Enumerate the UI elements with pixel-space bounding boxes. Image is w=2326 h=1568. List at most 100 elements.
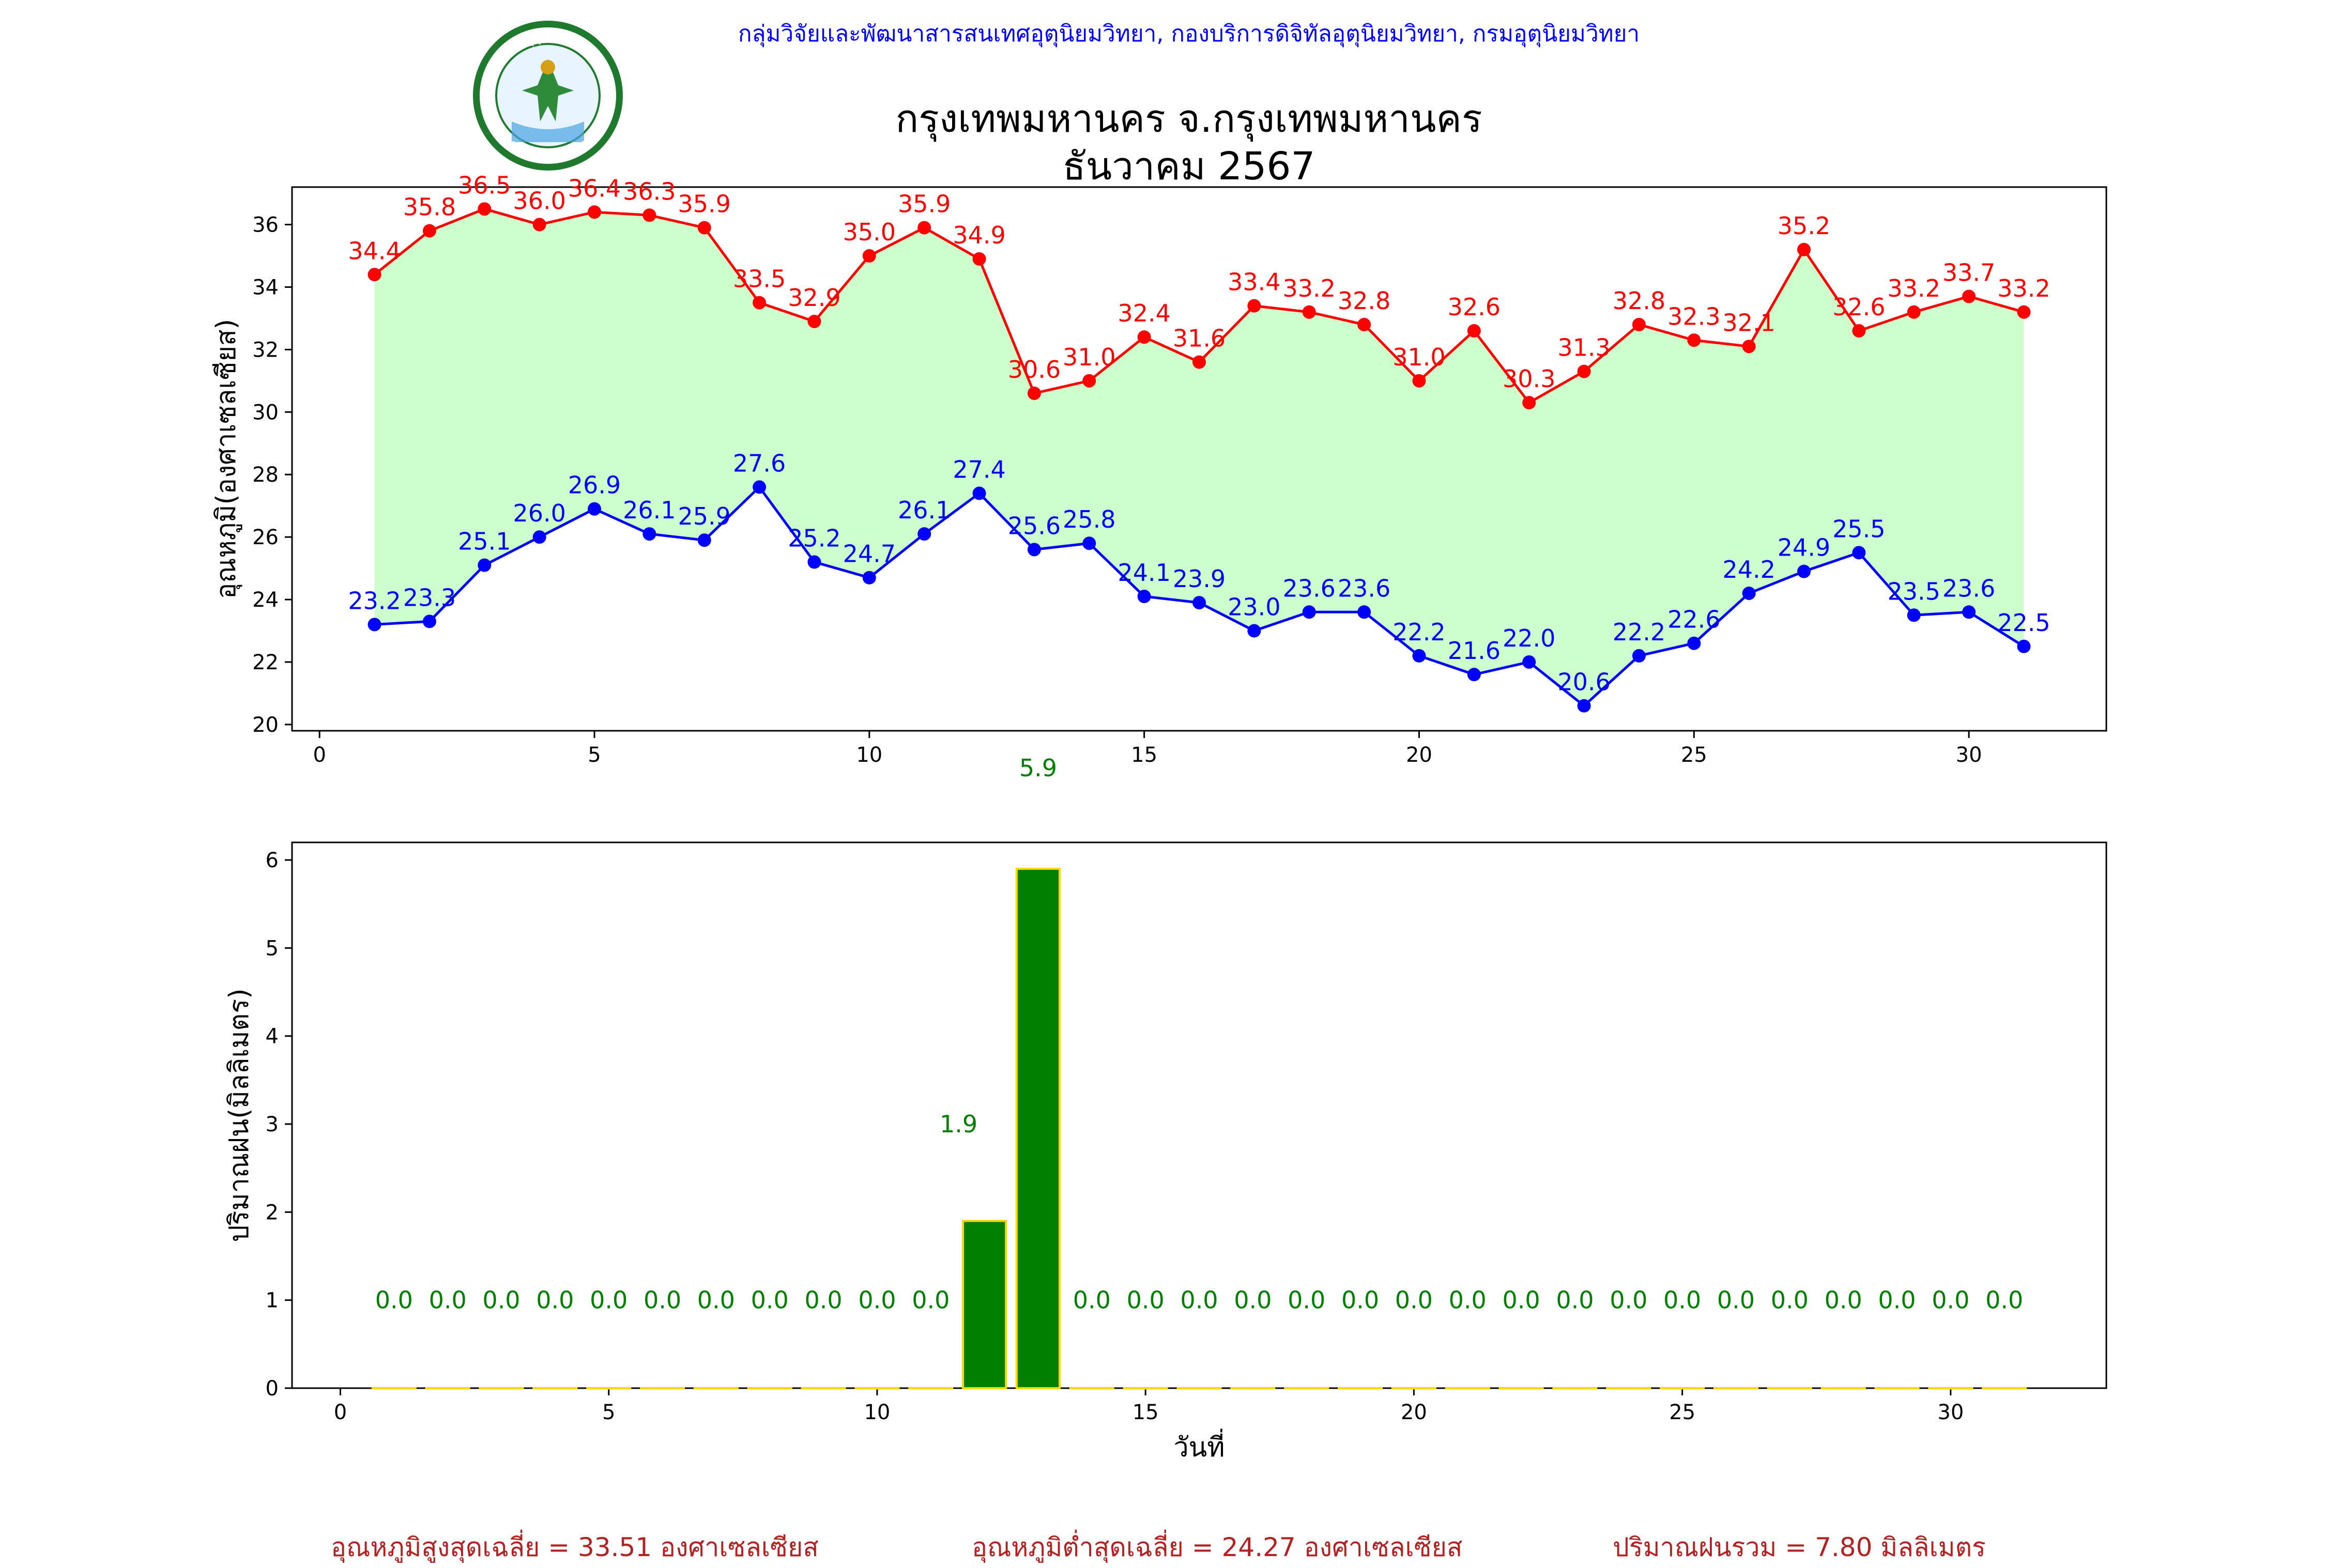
rainfall-data-label: 0.0 <box>1288 1286 1325 1314</box>
temperature-max-point <box>1797 242 1811 256</box>
temperature-min-data-label: 22.2 <box>1613 618 1665 646</box>
temperature-max-point <box>807 314 821 328</box>
temperature-min-data-label: 24.2 <box>1722 556 1775 583</box>
rain-y-tick-label: 4 <box>266 1025 279 1049</box>
rainfall-data-label: 0.0 <box>1556 1286 1594 1314</box>
rainfall-bar <box>1767 1387 1812 1390</box>
temperature-max-point <box>1467 324 1481 338</box>
rainfall-data-label: 1.9 <box>940 1110 977 1138</box>
temperature-min-data-label: 23.2 <box>348 587 401 614</box>
rainfall-data-label: 0.0 <box>1073 1286 1111 1314</box>
rain-y-tick-label: 5 <box>266 936 279 960</box>
temperature-max-data-label: 31.0 <box>1063 343 1115 371</box>
temperature-max-data-label: 32.8 <box>1338 287 1390 315</box>
rainfall-data-label: 0.0 <box>1717 1286 1755 1314</box>
temperature-max-data-label: 32.4 <box>1118 299 1170 327</box>
rain-y-tick-label: 2 <box>266 1201 279 1224</box>
temperature-max-point <box>1192 355 1206 369</box>
rainfall-data-label: 0.0 <box>1932 1286 1969 1314</box>
rain-x-tick-label: 0 <box>334 1401 347 1424</box>
temperature-min-data-label: 25.1 <box>458 528 511 556</box>
temperature-chart: 0 5 10 15 20 25 30 20 22 24 26 28 30 32 34 36 อุณหภูมิ(อ… <box>211 171 2107 767</box>
rainfall-data-label: 0.0 <box>1878 1286 1916 1314</box>
temperature-min-data-label: 21.6 <box>1448 637 1501 665</box>
temperature-min-point <box>1137 590 1151 604</box>
rainfall-data-label: 0.0 <box>1610 1286 1647 1314</box>
rainfall-bar <box>1284 1387 1329 1390</box>
rainfall-bar <box>1660 1387 1705 1390</box>
rainfall-bar <box>1713 1387 1759 1390</box>
temperature-min-data-label: 26.0 <box>513 499 565 527</box>
temperature-min-point <box>917 527 931 541</box>
temperature-max-data-label: 33.2 <box>1283 274 1336 302</box>
temperature-max-data-label: 35.9 <box>678 190 731 218</box>
rainfall-bar <box>1874 1387 1920 1390</box>
temperature-min-point <box>1687 636 1701 650</box>
temperature-max-point <box>588 205 601 219</box>
temperature-min-point <box>1797 564 1811 578</box>
temperature-max-data-label: 36.5 <box>458 171 511 199</box>
rain-x-tick-label: 25 <box>1669 1401 1695 1424</box>
temp-x-tick-label: 10 <box>856 743 882 767</box>
temperature-max-point <box>697 221 711 235</box>
temp-x-tick-label: 30 <box>1956 743 1982 767</box>
rainfall-data-label: 0.0 <box>1985 1286 2023 1314</box>
temp-x-tick-label: 5 <box>588 743 601 767</box>
temperature-min-point <box>753 480 767 494</box>
temperature-min-point <box>1852 546 1866 560</box>
rainfall-bar <box>1176 1387 1222 1390</box>
rain-y-tick-label: 3 <box>266 1113 279 1136</box>
rainfall-data-label: 0.0 <box>482 1286 520 1314</box>
temperature-max-data-label: 35.8 <box>403 193 456 221</box>
temperature-max-data-label: 36.4 <box>568 174 621 202</box>
rainfall-bar <box>1338 1387 1383 1390</box>
temperature-max-data-label: 36.3 <box>623 177 676 205</box>
temperature-max-point <box>478 202 492 216</box>
temperature-max-point <box>1302 305 1316 319</box>
temperature-min-data-label: 20.6 <box>1557 668 1610 696</box>
temperature-max-point <box>972 252 986 266</box>
temperature-max-point <box>1082 374 1096 388</box>
temperature-min-point <box>807 555 821 569</box>
temp-y-tick-label: 34 <box>252 275 279 299</box>
temperature-min-point <box>532 530 546 544</box>
temperature-max-data-label: 32.1 <box>1722 309 1775 336</box>
temperature-min-data-label: 23.6 <box>1338 574 1390 602</box>
temperature-min-data-label: 26.1 <box>623 496 676 524</box>
rainfall-data-label: 0.0 <box>912 1286 950 1314</box>
rainfall-bar <box>1606 1387 1651 1390</box>
rainfall-chart: 0 5 10 15 20 25 30 0 1 2 3 4 5 6 ปริมาณฝน(มิลลิเมตร) วั… <box>224 754 2107 1463</box>
rainfall-bar <box>854 1387 900 1390</box>
temperature-max-data-label: 32.6 <box>1448 293 1501 321</box>
rainfall-data-label: 0.0 <box>536 1286 574 1314</box>
rain-y-tick-label: 0 <box>266 1377 279 1401</box>
temperature-max-point <box>753 296 767 310</box>
temperature-min-data-label: 25.2 <box>788 525 840 552</box>
temperature-max-data-label: 33.2 <box>1888 274 1940 302</box>
temperature-max-point <box>422 224 436 238</box>
temperature-min-point <box>588 502 601 516</box>
temperature-max-data-label: 32.8 <box>1613 287 1665 315</box>
temperature-min-point <box>862 571 876 585</box>
temperature-min-data-label: 22.2 <box>1392 618 1445 646</box>
temperature-max-data-label: 33.7 <box>1942 259 1995 287</box>
rainfall-data-label: 0.0 <box>1771 1286 1809 1314</box>
temperature-min-data-label: 25.6 <box>1008 512 1061 540</box>
rainfall-bar <box>1123 1387 1168 1390</box>
rainfall-data-label: 0.0 <box>697 1286 735 1314</box>
temperature-max-point <box>368 268 381 282</box>
temperature-max-point <box>642 208 656 222</box>
temperature-min-data-label: 26.9 <box>568 471 621 499</box>
rainfall-data-label: 0.0 <box>1180 1286 1218 1314</box>
temperature-max-point <box>1742 340 1756 353</box>
temperature-max-data-label: 33.5 <box>733 265 786 293</box>
rain-x-tick-label: 10 <box>864 1401 890 1424</box>
rain-y-tick-label: 6 <box>266 849 279 872</box>
rainfall-data-label: 0.0 <box>858 1286 896 1314</box>
temperature-min-point <box>368 618 381 632</box>
temp-x-tick-label: 15 <box>1131 743 1157 767</box>
temperature-min-data-label: 25.9 <box>678 502 731 530</box>
temperature-max-data-label: 35.9 <box>898 190 951 218</box>
temperature-max-data-label: 35.0 <box>843 218 896 246</box>
